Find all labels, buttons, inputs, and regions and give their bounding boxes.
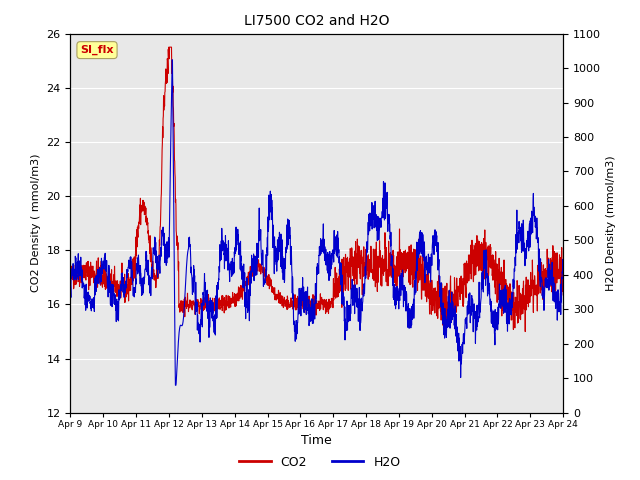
Line: H2O: H2O [70,60,563,385]
Text: SI_flx: SI_flx [80,45,114,55]
CO2 [92,273,99,279]
CO2 [559,292,567,298]
H2O [307,314,314,320]
H2O [545,277,553,283]
X-axis label: Time: Time [301,434,332,447]
H2O [67,281,74,287]
Y-axis label: H2O Density (mmol/m3): H2O Density (mmol/m3) [607,156,616,291]
H2O [294,320,301,326]
CO2 [293,304,301,310]
CO2 [545,270,553,276]
Title: LI7500 CO2 and H2O: LI7500 CO2 and H2O [244,14,390,28]
CO2 [67,271,74,277]
H2O [168,57,176,62]
Legend: CO2, H2O: CO2, H2O [234,451,406,474]
CO2 [455,283,463,289]
Y-axis label: CO2 Density ( mmol/m3): CO2 Density ( mmol/m3) [31,154,41,292]
Line: CO2: CO2 [70,47,563,332]
H2O [545,272,553,277]
CO2 [522,329,529,335]
CO2 [307,305,314,311]
H2O [172,383,179,388]
CO2 [165,44,173,50]
CO2 [545,266,553,272]
H2O [92,283,99,288]
H2O [559,270,567,276]
H2O [455,358,463,364]
